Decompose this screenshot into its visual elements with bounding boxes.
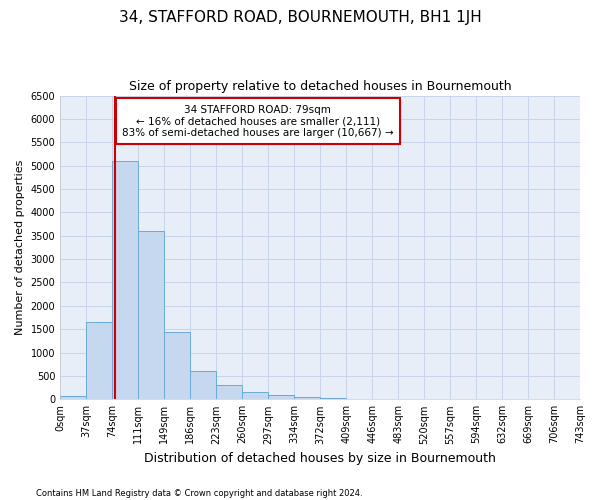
Y-axis label: Number of detached properties: Number of detached properties: [15, 160, 25, 335]
Text: Contains HM Land Registry data © Crown copyright and database right 2024.: Contains HM Land Registry data © Crown c…: [36, 488, 362, 498]
Bar: [268, 394, 294, 400]
Bar: [320, 398, 346, 400]
Bar: [190, 372, 216, 400]
Bar: [86, 322, 112, 400]
Bar: [112, 161, 138, 400]
X-axis label: Distribution of detached houses by size in Bournemouth: Distribution of detached houses by size …: [144, 452, 496, 465]
Bar: [138, 231, 164, 400]
Bar: [164, 332, 190, 400]
Bar: [242, 392, 268, 400]
Title: Size of property relative to detached houses in Bournemouth: Size of property relative to detached ho…: [129, 80, 511, 93]
Text: 34 STAFFORD ROAD: 79sqm
← 16% of detached houses are smaller (2,111)
83% of semi: 34 STAFFORD ROAD: 79sqm ← 16% of detache…: [122, 104, 394, 138]
Text: 34, STAFFORD ROAD, BOURNEMOUTH, BH1 1JH: 34, STAFFORD ROAD, BOURNEMOUTH, BH1 1JH: [119, 10, 481, 25]
Bar: [294, 397, 320, 400]
Bar: [60, 396, 86, 400]
Bar: [216, 386, 242, 400]
